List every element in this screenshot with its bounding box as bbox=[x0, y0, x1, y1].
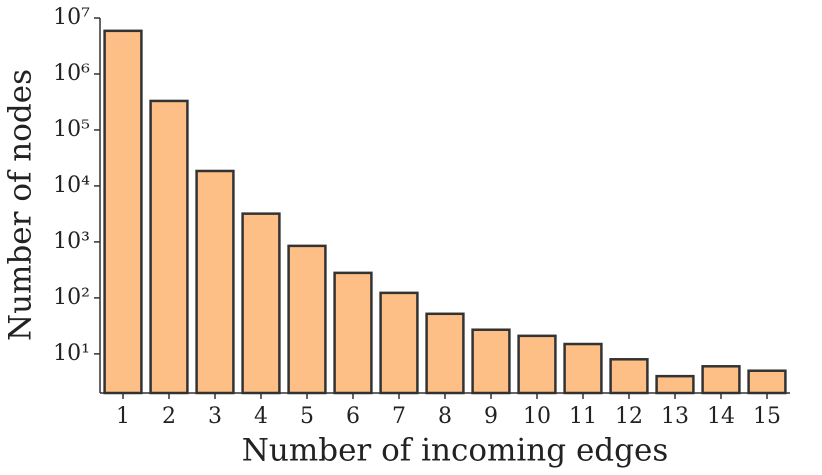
y-tick-label: 10³ bbox=[53, 229, 90, 254]
x-tick-label: 9 bbox=[484, 404, 498, 429]
y-tick-label: 10⁴ bbox=[53, 173, 90, 198]
x-axis-label: Number of incoming edges bbox=[242, 433, 669, 469]
bar bbox=[103, 29, 143, 395]
y-tick-label: 10⁷ bbox=[53, 5, 90, 30]
x-tick-label: 7 bbox=[392, 404, 406, 429]
y-tick-label: 10⁶ bbox=[53, 61, 90, 86]
bar bbox=[241, 212, 281, 395]
bar bbox=[701, 365, 741, 395]
bar bbox=[471, 328, 511, 395]
x-tick-label: 8 bbox=[438, 404, 452, 429]
x-tick-label: 4 bbox=[254, 404, 268, 429]
y-tick-label: 10⁵ bbox=[53, 117, 90, 142]
bar bbox=[379, 291, 419, 395]
bar bbox=[517, 334, 557, 395]
x-tick-label: 5 bbox=[300, 404, 314, 429]
x-tick-label: 10 bbox=[523, 404, 551, 429]
x-tick-label: 13 bbox=[661, 404, 689, 429]
bar bbox=[747, 369, 787, 395]
y-tick-label: 10¹ bbox=[53, 341, 90, 366]
x-tick-label: 2 bbox=[162, 404, 176, 429]
x-tick-label: 11 bbox=[569, 404, 597, 429]
bar bbox=[425, 312, 465, 395]
x-tick-label: 1 bbox=[116, 404, 130, 429]
x-tick-label: 12 bbox=[615, 404, 643, 429]
x-tick-label: 6 bbox=[346, 404, 360, 429]
bar bbox=[149, 99, 189, 395]
bar bbox=[563, 342, 603, 395]
bar bbox=[655, 374, 695, 395]
bar bbox=[195, 169, 235, 395]
bar bbox=[333, 271, 373, 395]
x-tick-label: 3 bbox=[208, 404, 222, 429]
y-tick-label: 10² bbox=[53, 285, 90, 310]
bar bbox=[287, 244, 327, 395]
y-axis-label: Number of nodes bbox=[3, 69, 39, 341]
x-tick-label: 15 bbox=[753, 404, 781, 429]
x-tick-label: 14 bbox=[707, 404, 735, 429]
bar bbox=[609, 358, 649, 395]
